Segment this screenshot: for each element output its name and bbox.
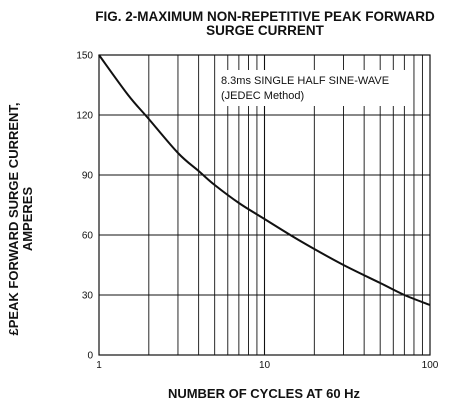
annotation-box — [217, 70, 413, 106]
x-axis-label: NUMBER OF CYCLES AT 60 Hz — [167, 386, 361, 401]
y-tick-label: 30 — [82, 291, 94, 302]
x-tick-label: 10 — [259, 360, 271, 371]
chart-title-line2: SURGE CURRENT — [206, 23, 324, 38]
y-tick-label: 150 — [76, 51, 93, 62]
tick-labels: 0 30 60 90 120 150 1 10 100 — [76, 51, 438, 372]
y-tick-label: 0 — [87, 351, 93, 362]
annotation-line1: 8.3ms SINGLE HALF SINE-WAVE — [221, 75, 389, 87]
x-tick-label: 100 — [422, 360, 439, 371]
y-tick-label: 120 — [76, 111, 93, 122]
x-tick-label: 1 — [96, 360, 102, 371]
annotation-line2: (JEDEC Method) — [221, 90, 304, 102]
y-tick-label: 60 — [82, 231, 94, 242]
surge-current-curve — [98, 54, 431, 306]
plot-frame — [98, 54, 431, 356]
y-tick-label: 90 — [82, 171, 94, 182]
chart-title-line1: FIG. 2-MAXIMUM NON-REPETITIVE PEAK FORWA… — [95, 9, 435, 24]
